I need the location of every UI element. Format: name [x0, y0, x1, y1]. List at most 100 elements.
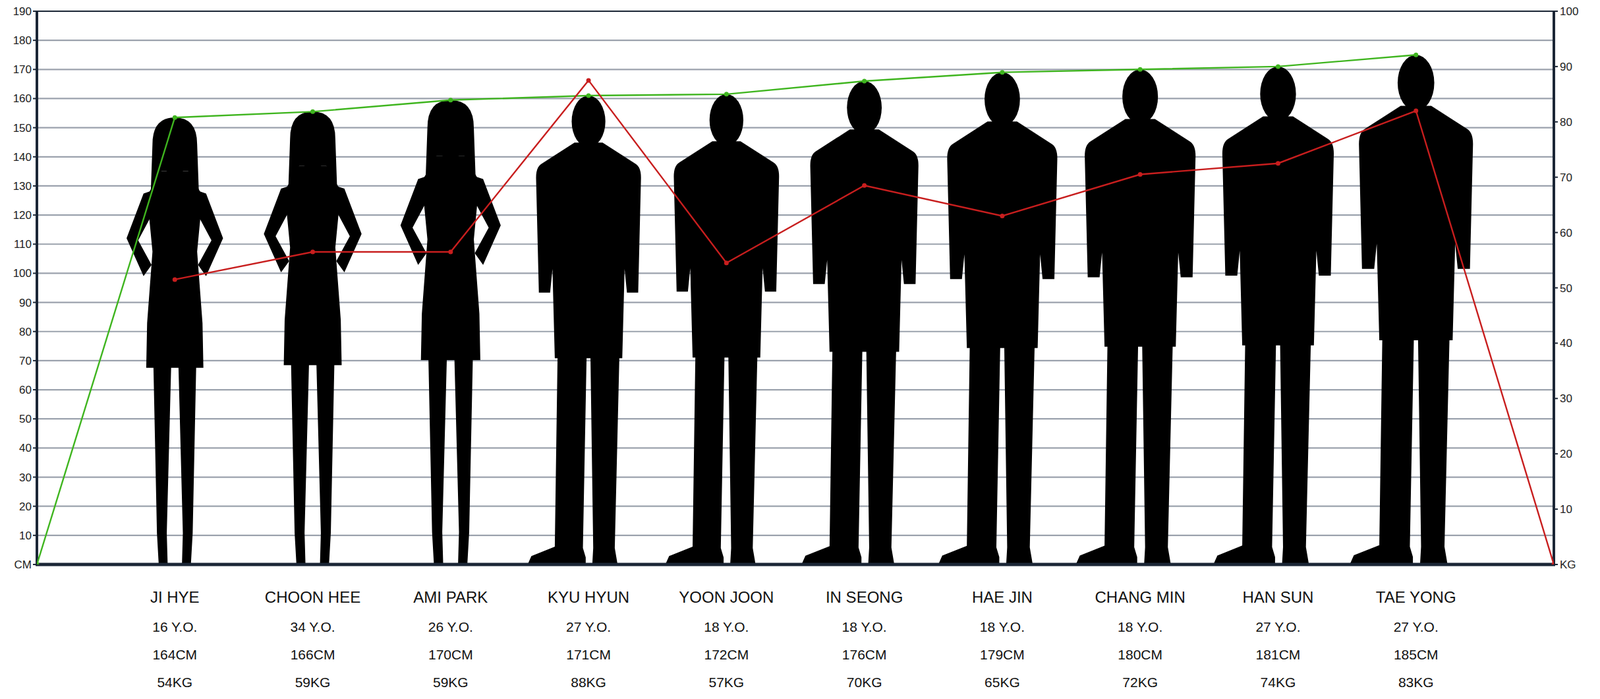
silhouette-part: [197, 191, 223, 277]
detail-label: 18 Y.O.: [1117, 618, 1163, 634]
detail-label: 18 Y.O.: [703, 618, 749, 634]
silhouette-head: [709, 94, 744, 146]
tick-label: 70: [1559, 171, 1573, 184]
point: [586, 93, 592, 99]
silhouette-part: [425, 100, 476, 194]
silhouette-part: [1076, 341, 1139, 565]
grid-line: [36, 505, 1554, 507]
tick-label: 190: [13, 5, 32, 18]
grid-line: [36, 10, 1554, 12]
silhouette-part: [673, 141, 779, 358]
point: [861, 78, 867, 84]
tick-label: 110: [13, 237, 32, 251]
detail-label: 83KG: [1398, 674, 1434, 690]
tick-label: 50: [1559, 282, 1573, 295]
grid-line: [36, 359, 1554, 362]
tick-label: 40: [19, 441, 32, 455]
detail-label: 170CM: [428, 646, 474, 662]
detail-label: 164CM: [152, 646, 198, 662]
silhouettes: [126, 54, 1473, 565]
point: [861, 183, 867, 188]
silhouette-head: [294, 112, 331, 169]
tick-label: 90: [1559, 60, 1573, 74]
detail-label: 172CM: [704, 646, 750, 662]
tick-label: 100: [13, 266, 32, 280]
point: [724, 260, 729, 265]
detail-label: 179CM: [979, 646, 1025, 662]
silhouette: [1349, 54, 1473, 565]
detail-label: 18 Y.O.: [842, 618, 887, 634]
tick-label: 170: [13, 63, 32, 76]
detail-label: 26 Y.O.: [428, 618, 474, 634]
silhouette-part: [153, 363, 172, 565]
grid-line: [36, 417, 1554, 420]
detail-label: 65KG: [984, 674, 1021, 690]
silhouette-part: [1418, 334, 1450, 565]
point: [310, 249, 315, 254]
tick-label: 90: [19, 296, 32, 310]
silhouette-part: [665, 352, 725, 565]
detail-label: 176CM: [842, 646, 887, 662]
tick-label: 140: [13, 150, 32, 164]
point: [1551, 562, 1555, 565]
category-label: HAN SUN: [1242, 587, 1314, 606]
silhouette-part: [1279, 340, 1311, 565]
point: [310, 109, 315, 115]
category-label: AMI PARK: [413, 587, 488, 606]
silhouette-head: [1122, 69, 1158, 124]
detail-label: 57KG: [709, 674, 745, 690]
category-label: CHANG MIN: [1095, 587, 1186, 606]
silhouette-part: [1004, 342, 1035, 565]
silhouette-part: [590, 353, 620, 565]
tick-label: 100: [1559, 5, 1579, 18]
silhouette: [1076, 69, 1197, 565]
tick-label: CM: [14, 558, 32, 571]
detail-label: 180CM: [1117, 646, 1163, 662]
silhouette-part: [473, 176, 501, 265]
point: [172, 115, 178, 120]
point: [1413, 108, 1419, 114]
tick-label: 10: [19, 529, 32, 542]
silhouette-part: [535, 142, 641, 358]
grid-line: [36, 97, 1554, 99]
point: [172, 276, 178, 282]
detail-label: 27 Y.O.: [566, 618, 611, 634]
silhouette-part: [178, 363, 197, 565]
detail-label: 171CM: [566, 646, 611, 662]
point: [999, 69, 1005, 75]
tick-label: 60: [1559, 226, 1573, 240]
point: [999, 213, 1005, 219]
tick-label: 30: [1559, 392, 1573, 405]
grid-line: [36, 301, 1554, 303]
detail-label: 185CM: [1393, 646, 1439, 662]
silhouette: [400, 100, 501, 565]
silhouette-part: [150, 117, 200, 207]
silhouette-part: [291, 360, 310, 565]
point: [724, 91, 729, 97]
tick-label: 70: [19, 354, 32, 368]
silhouette-part: [1084, 118, 1196, 346]
silhouette: [1213, 66, 1334, 565]
tick-label: 150: [13, 121, 32, 135]
axis-right: [1552, 11, 1556, 565]
silhouette-part: [428, 355, 447, 565]
point: [1275, 63, 1281, 69]
tick-label: 40: [1559, 336, 1573, 350]
tick-label: 20: [19, 500, 32, 513]
silhouette: [263, 111, 362, 565]
detail-label: 88KG: [570, 674, 607, 690]
silhouette-part: [938, 342, 1001, 565]
point: [1138, 171, 1143, 177]
silhouette-part: [287, 111, 339, 202]
point: [448, 97, 453, 103]
silhouette-part: [1222, 115, 1334, 345]
silhouette-head: [846, 81, 882, 135]
silhouette-part: [335, 186, 362, 273]
tick-label: 80: [19, 325, 32, 339]
detail-label: 72KG: [1122, 674, 1158, 690]
silhouette-part: [1213, 340, 1276, 565]
grid-line: [36, 127, 1554, 129]
grid-line: [36, 39, 1554, 41]
grid-line: [36, 475, 1554, 478]
grid-line: [36, 446, 1554, 449]
